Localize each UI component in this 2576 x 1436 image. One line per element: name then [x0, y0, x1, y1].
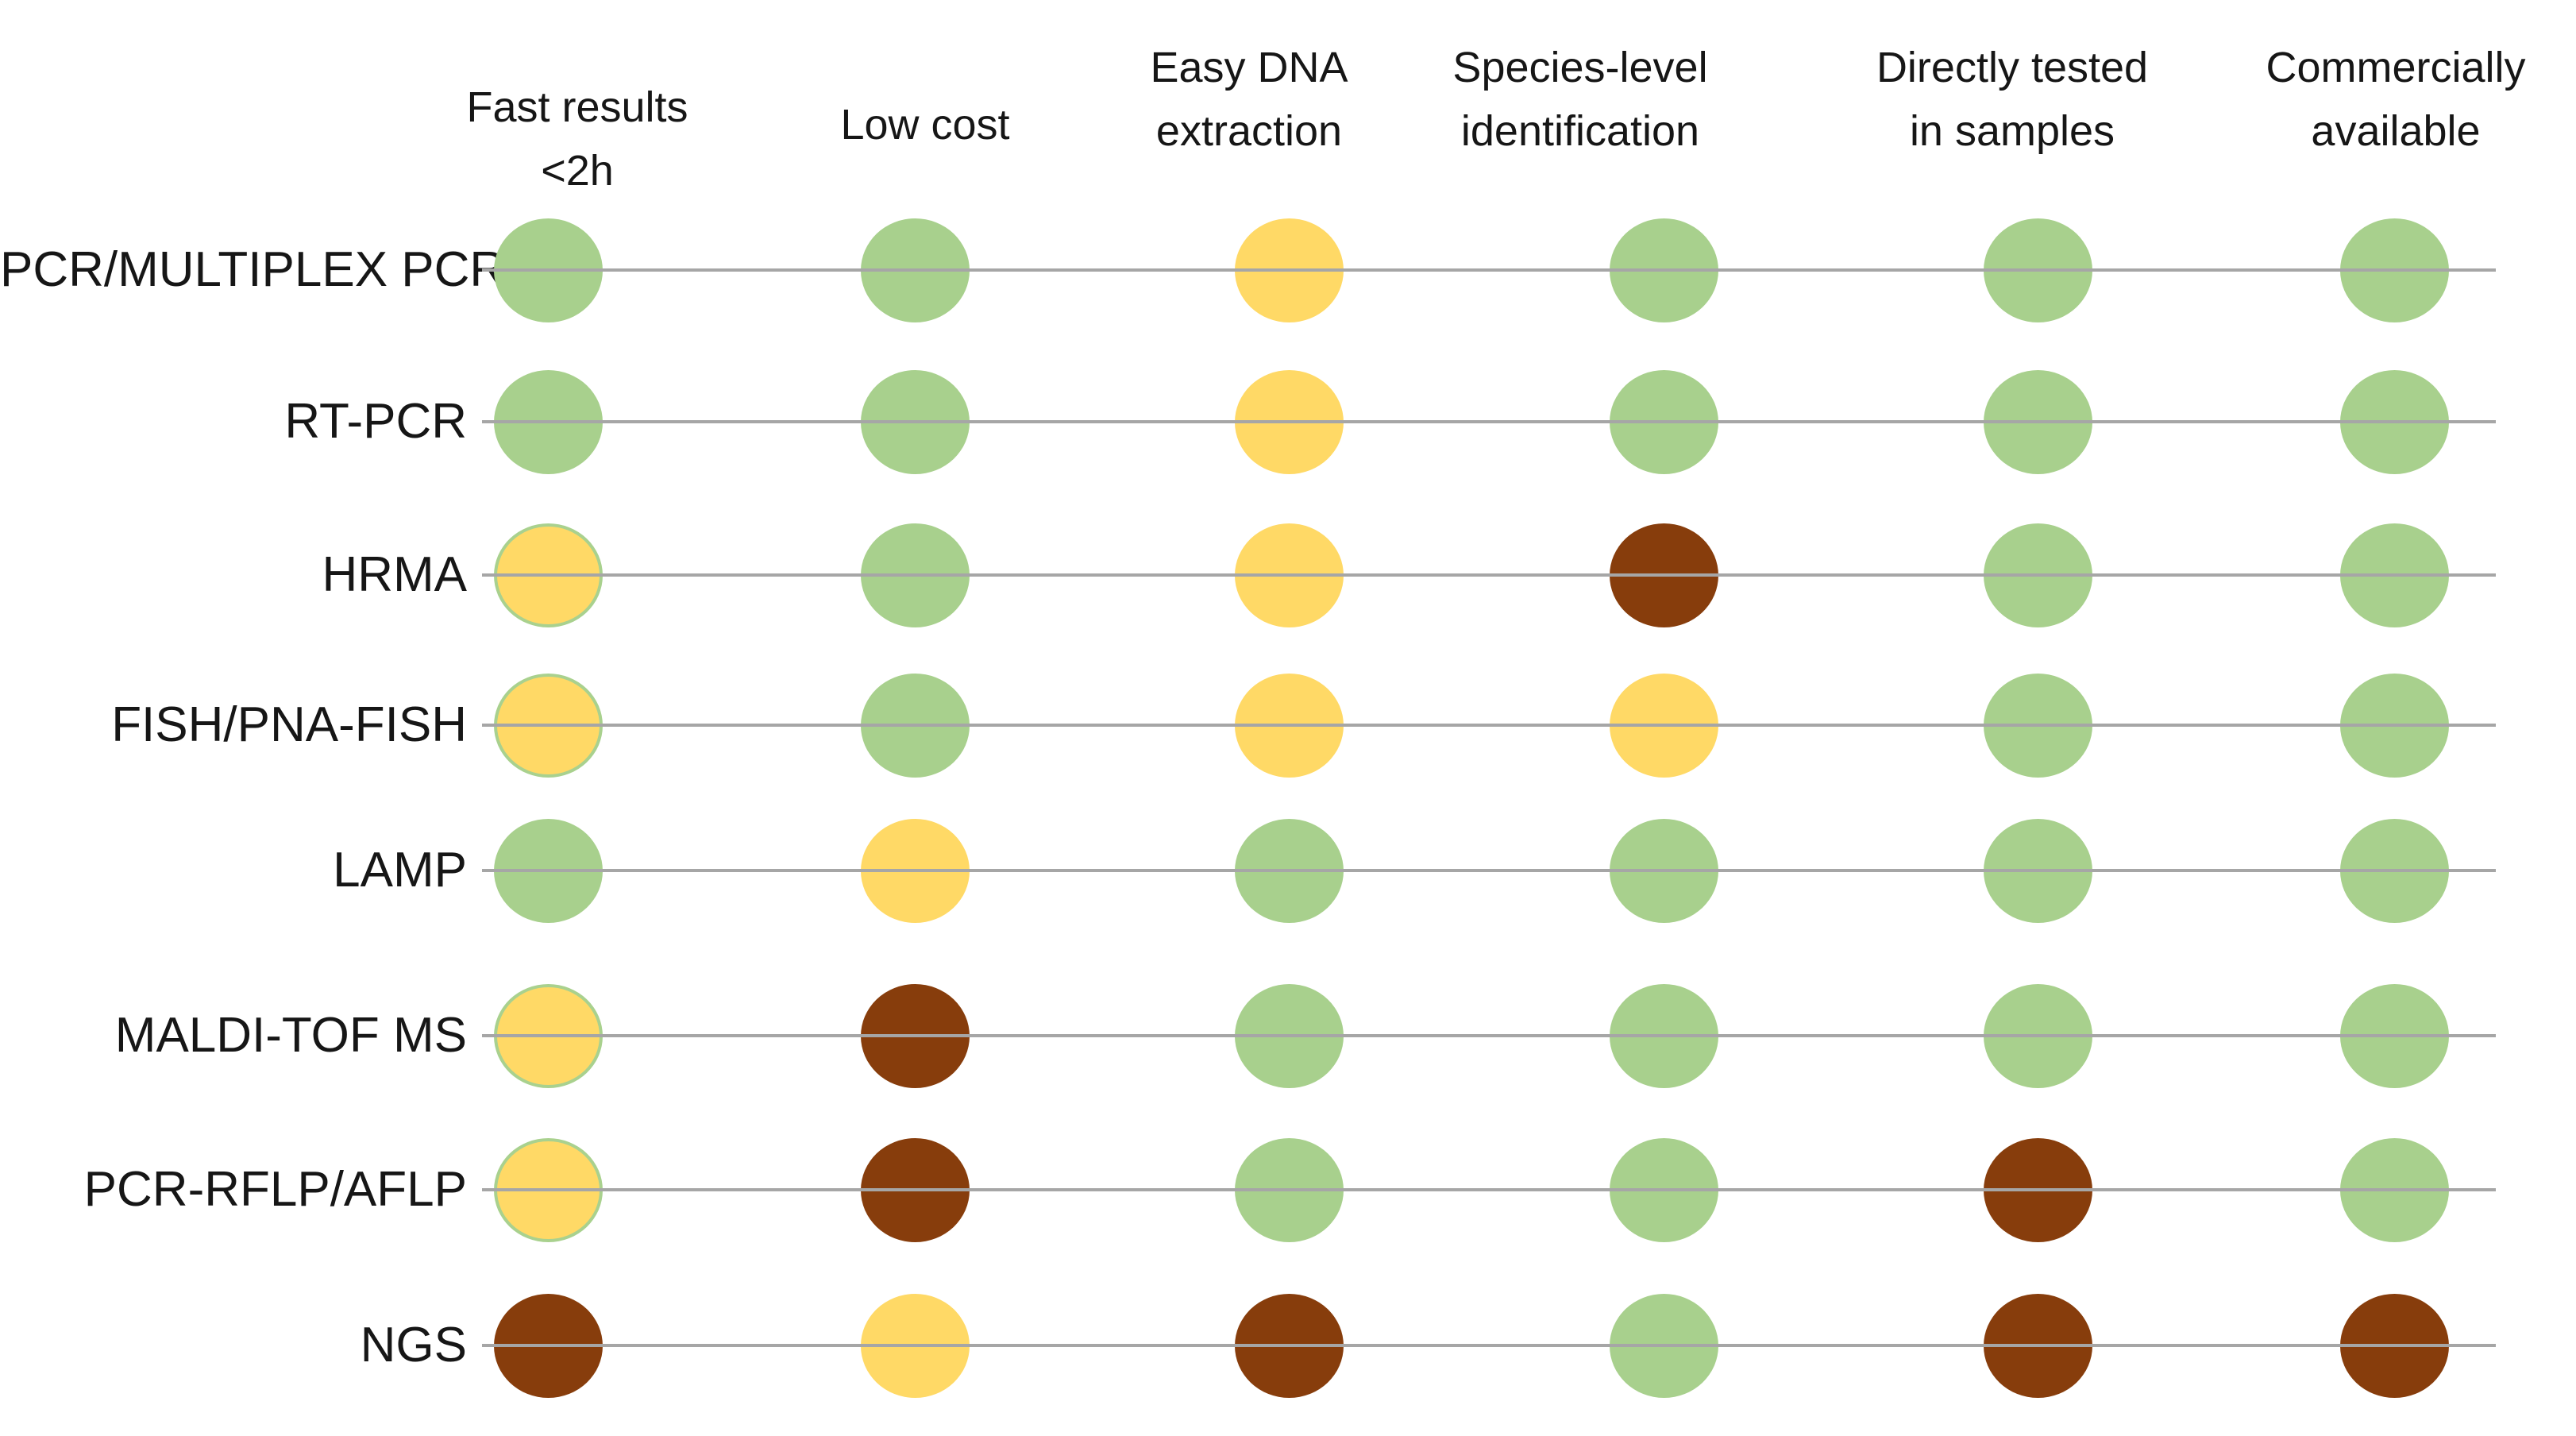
row-line	[482, 1344, 2496, 1347]
row-line	[482, 420, 2496, 423]
column-header-line: Species-level	[1452, 44, 1708, 91]
column-header-line: Commercially	[2266, 44, 2526, 91]
column-header-line: in samples	[1909, 107, 2115, 155]
column-header-line: extraction	[1155, 107, 1343, 155]
row-label: RT-PCR	[284, 394, 467, 449]
column-header: Fast results <2h	[466, 75, 688, 203]
row-line	[482, 573, 2496, 577]
row-line	[482, 1188, 2496, 1191]
row-label: PCR/MULTIPLEX PCR	[0, 242, 506, 297]
column-header-line: Low cost	[840, 101, 1010, 149]
column-header-line: identification	[1460, 107, 1700, 155]
row-label: PCR-RFLP/AFLP	[83, 1162, 467, 1217]
row-line	[482, 1034, 2496, 1037]
row-label: FISH/PNA-FISH	[111, 697, 467, 752]
row-line	[482, 869, 2496, 872]
row-line	[482, 724, 2496, 727]
row-line	[482, 268, 2496, 272]
column-header: Low cost	[840, 93, 1009, 156]
row-label: MALDI-TOF MS	[114, 1008, 467, 1063]
column-header-line: <2h	[541, 147, 614, 195]
column-header-line: Directly tested	[1876, 44, 2149, 91]
column-header-line: available	[2311, 107, 2481, 155]
column-header-line: Easy DNA	[1150, 44, 1348, 91]
column-header: Species-level identification	[1452, 36, 1707, 163]
row-label: NGS	[360, 1318, 467, 1372]
column-header: Commercially available	[2266, 36, 2525, 163]
column-header: Easy DNA extraction	[1150, 36, 1348, 163]
row-label: HRMA	[322, 547, 467, 602]
column-header: Directly tested in samples	[1876, 36, 2148, 163]
column-header-line: Fast results	[466, 83, 688, 131]
row-label: LAMP	[333, 843, 467, 898]
